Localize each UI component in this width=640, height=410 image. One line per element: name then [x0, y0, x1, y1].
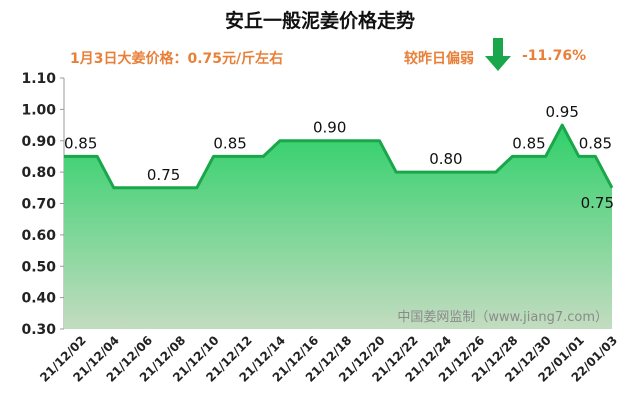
y-tick-label: 0.60 [21, 228, 56, 244]
down-arrow-icon [485, 38, 511, 71]
data-label: 0.90 [313, 119, 346, 137]
y-tick-label: 1.10 [21, 71, 56, 87]
data-label: 0.75 [581, 194, 614, 212]
data-label: 0.85 [64, 134, 97, 152]
y-tick-label: 0.80 [21, 165, 56, 181]
data-label: 0.95 [545, 103, 578, 121]
price-area [64, 125, 612, 329]
watermark: 中国姜网监制（www.jiang7.com） [397, 310, 608, 325]
data-label: 0.85 [213, 134, 246, 152]
chart-title: 安丘一般泥姜价格走势 [224, 10, 415, 32]
y-tick-label: 0.40 [21, 291, 56, 307]
compare-value: -11.76% [522, 48, 587, 64]
data-label: 0.85 [579, 134, 612, 152]
y-tick-label: 0.90 [21, 134, 56, 150]
y-tick-label: 0.30 [21, 322, 56, 338]
data-label: 0.75 [147, 166, 180, 184]
data-label: 0.85 [512, 134, 545, 152]
y-tick-label: 0.50 [21, 259, 56, 275]
y-tick-label: 1.00 [21, 102, 56, 118]
y-tick-label: 0.70 [21, 197, 56, 213]
price-summary: 1月3日大姜价格：0.75元/斤左右 [70, 51, 284, 67]
price-line [64, 123, 614, 190]
data-label: 0.80 [429, 150, 462, 168]
compare-label: 较昨日偏弱 [404, 51, 474, 67]
